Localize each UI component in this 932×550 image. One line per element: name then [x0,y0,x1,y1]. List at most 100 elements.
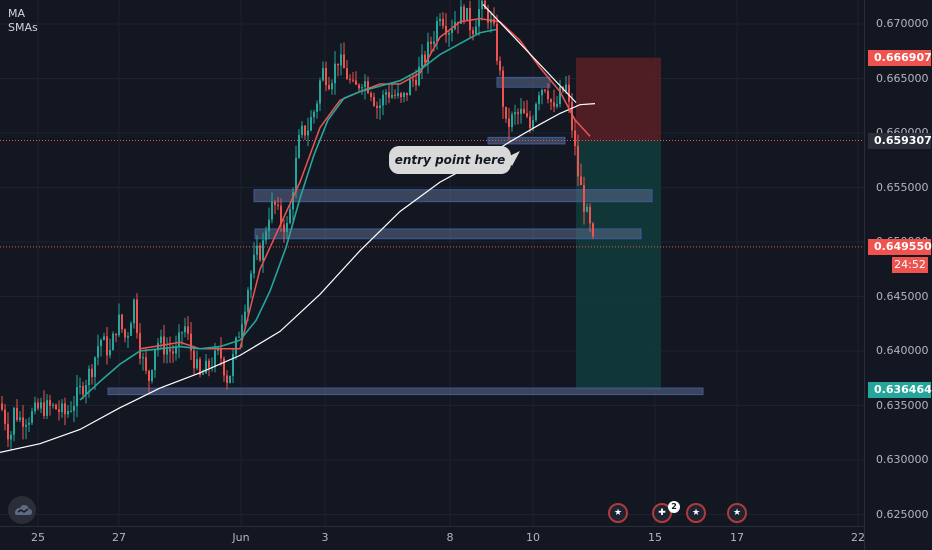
price-marker-label: 0.666907 [868,49,932,66]
candle-body [442,18,444,26]
candle-body [52,404,54,406]
candle-body [544,89,546,91]
candle-body [469,8,471,31]
candle-body [277,204,279,206]
candle-body [253,254,255,274]
candle-body [301,125,303,135]
sma-fast-line [79,28,497,401]
candle-body [394,94,396,96]
candle-body [529,116,531,129]
legend-ma[interactable]: MA [8,7,26,20]
price-marker-label: 0.636464 [868,381,932,398]
candle-body [367,81,369,94]
candle-body [373,96,375,106]
support-resistance-zone [254,228,642,240]
candle-body [400,93,402,98]
candle-body [319,80,321,104]
candle-body [523,108,525,114]
candle-body [484,0,486,10]
candle-body [427,41,429,63]
entry-callout[interactable]: entry point here [389,146,511,174]
candle-body [130,323,132,336]
candle-body [271,201,273,220]
candle-body [343,54,345,69]
candle-body [451,29,453,34]
candle-body [112,333,114,351]
candle-body [481,0,483,10]
candle-body [73,405,75,411]
candle-body [436,21,438,42]
price-tick-label: 0.670000 [876,17,929,30]
australia-flag-icon[interactable]: ★ [727,503,747,523]
candle-body [139,333,141,359]
candle-body [64,403,66,415]
candle-body [133,299,135,324]
candle-body [40,402,42,409]
candle-body [322,67,324,81]
candle-body [424,54,426,63]
candle-body [199,359,201,375]
tradingview-logo-icon[interactable] [8,496,36,524]
candle-body [58,409,60,413]
candle-body [265,231,267,241]
candle-body [193,350,195,369]
candle-body [115,333,117,336]
candle-body [526,113,528,117]
candle-body [412,79,414,81]
candle-body [109,350,111,356]
switzerland-flag-icon[interactable]: ✚ [652,503,672,523]
candle-body [154,349,156,371]
candle-body [229,375,231,383]
candle-body [583,185,585,212]
candle-body [403,92,405,98]
candle-body [448,33,450,35]
candle-body [4,409,6,424]
time-axis[interactable] [0,526,864,550]
candle-body [217,348,219,351]
candle-body [88,368,90,386]
candle-body [364,81,366,88]
candle-body [151,370,153,382]
candle-body [46,400,48,416]
candle-body [190,333,192,351]
candle-body [379,105,381,109]
candle-body [514,112,516,115]
candle-body [361,87,363,89]
candle-body [268,219,270,232]
australia-flag-icon[interactable]: ★ [608,503,628,523]
legend-smas[interactable]: SMAs [8,21,38,34]
candle-body [517,112,519,114]
candle-body [10,434,12,440]
time-tick-label: Jun [232,531,250,544]
price-axis[interactable] [864,0,932,550]
candle-body [79,385,81,388]
candle-body [487,9,489,23]
australia-flag-icon[interactable]: ★ [686,503,706,523]
candle-body [472,30,474,35]
candle-body [349,79,351,81]
candle-body [502,70,504,107]
candle-body [103,336,105,341]
price-tick-label: 0.630000 [876,453,929,466]
candle-body [187,326,189,334]
candle-body [67,410,69,415]
event-count-badge: 2 [668,501,680,513]
candle-body [178,332,180,348]
candle-body [106,336,108,356]
candle-body [433,41,435,44]
candle-body [289,209,291,224]
candle-body [553,102,555,107]
candle-body [82,385,84,395]
candle-body [298,134,300,158]
candle-body [142,357,144,359]
candle-body [316,103,318,112]
candle-body [85,385,87,395]
candle-body [286,223,288,232]
time-tick-label: 25 [31,531,45,544]
candle-body [382,94,384,106]
candle-body [220,348,222,359]
sma-red-line [139,17,591,350]
candle-body [94,357,96,378]
candle-body [124,329,126,338]
